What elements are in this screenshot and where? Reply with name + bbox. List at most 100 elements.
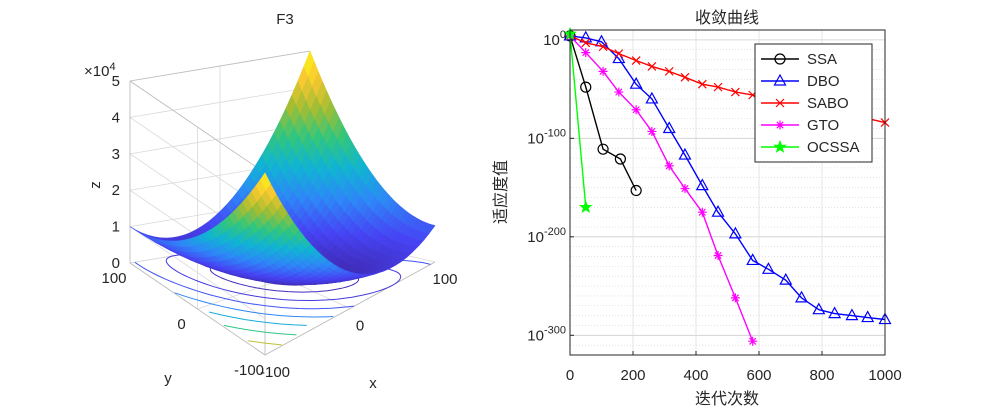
- legend-label: OCSSA: [807, 139, 860, 156]
- y-tick-base: 10: [527, 327, 544, 344]
- legend-marker: [775, 120, 785, 130]
- z-tick-label: 2: [112, 182, 120, 199]
- data-point: [579, 30, 593, 43]
- data-point: [614, 49, 624, 59]
- data-point: [631, 56, 641, 65]
- data-point: [631, 105, 641, 115]
- y-tick-base: 10: [527, 229, 544, 246]
- data-point: [645, 91, 659, 104]
- data-point: [680, 184, 690, 194]
- data-point: [597, 143, 609, 155]
- y-axis-label: y: [164, 370, 172, 387]
- y-tick-label: 0: [177, 316, 185, 333]
- x-tick-label: 600: [746, 367, 771, 384]
- data-point: [614, 153, 627, 165]
- data-point: [730, 87, 740, 97]
- data-point: [664, 161, 674, 171]
- data-point: [630, 184, 642, 197]
- data-point: [647, 62, 657, 71]
- y-axis-label-fitness: 适应度值: [491, 160, 510, 224]
- z-tick-label: 4: [112, 109, 120, 126]
- x-axis-label: x: [369, 375, 377, 392]
- data-point: [779, 272, 793, 285]
- data-point: [664, 66, 674, 76]
- z-exponent-base: ×10: [84, 63, 109, 80]
- data-point: [795, 290, 809, 303]
- z-exponent-label: ×104: [84, 61, 116, 80]
- data-point: [711, 204, 725, 217]
- y-tick-exponent: -200: [544, 226, 566, 238]
- data-point: [612, 51, 626, 64]
- data-point: [728, 226, 742, 239]
- data-point: [580, 81, 592, 93]
- axis-box-edge: [129, 50, 311, 82]
- x-tick-label: 200: [620, 367, 645, 384]
- series-gto: [565, 31, 758, 346]
- data-point: [845, 308, 859, 321]
- legend-label: SABO: [807, 95, 849, 112]
- axis-box-edge: [264, 261, 436, 356]
- legend-label: GTO: [807, 117, 839, 134]
- y-tick-exponent: -100: [544, 127, 566, 139]
- data-point: [713, 251, 723, 261]
- y-tick-exponent: -300: [544, 324, 566, 336]
- z-tick-label: 1: [112, 219, 120, 236]
- x-tick-label: 400: [683, 367, 708, 384]
- y-tick-label: 100: [101, 270, 126, 287]
- data-point: [697, 207, 707, 217]
- data-point: [629, 76, 643, 89]
- legend-marker: [773, 139, 787, 153]
- data-point: [581, 38, 591, 48]
- z-tick-label: 5: [112, 73, 120, 90]
- y-tick-label: -100: [234, 362, 264, 379]
- data-point: [761, 262, 775, 274]
- plot-frame: [569, 29, 886, 356]
- x-tick-label: 0: [566, 367, 574, 384]
- axis-box-edge: [129, 262, 266, 356]
- x-tick-label: -100: [260, 364, 290, 381]
- data-point: [598, 66, 608, 76]
- data-point: [730, 293, 740, 303]
- data-point: [695, 178, 709, 191]
- axis-box-edge: [129, 80, 266, 174]
- legend-marker: [774, 53, 786, 65]
- series-line: [569, 33, 587, 208]
- data-point: [581, 48, 591, 58]
- surface-title: F3: [276, 11, 294, 28]
- data-point: [680, 72, 690, 82]
- data-point: [647, 126, 657, 136]
- legend-label: SSA: [807, 51, 837, 68]
- data-point: [614, 87, 624, 97]
- legend-marker: [775, 98, 785, 108]
- data-point: [678, 147, 692, 160]
- x-tick-label: 100: [432, 271, 457, 288]
- legend[interactable]: SSA DBO SABO GTO OCSSA: [754, 43, 873, 163]
- data-point: [662, 121, 676, 134]
- data-point: [746, 253, 760, 266]
- y-tick-base: 10: [527, 130, 544, 147]
- surface-face: [424, 224, 436, 234]
- legend-marker: [773, 73, 787, 86]
- x-tick-label: 1000: [868, 367, 901, 384]
- surface-mesh: [129, 50, 436, 286]
- y-tick-label: 10-300: [527, 324, 566, 344]
- series-line: [569, 35, 637, 191]
- convergence-title: 收敛曲线: [695, 8, 759, 27]
- x-tick-label: 0: [356, 318, 364, 335]
- z-tick-label: 0: [112, 255, 120, 272]
- data-point: [812, 302, 826, 315]
- y-tick-exponent: 0: [560, 29, 566, 41]
- data-point: [861, 310, 875, 323]
- data-point: [578, 200, 593, 214]
- y-tick-label: 100: [543, 29, 566, 49]
- y-tick-label: 10-200: [527, 226, 566, 246]
- legend-label: DBO: [807, 73, 840, 90]
- y-tick-label: 10-100: [527, 127, 566, 147]
- data-point: [598, 42, 608, 52]
- data-point: [697, 79, 707, 89]
- z-tick-label: 3: [112, 146, 120, 163]
- data-point: [828, 306, 842, 319]
